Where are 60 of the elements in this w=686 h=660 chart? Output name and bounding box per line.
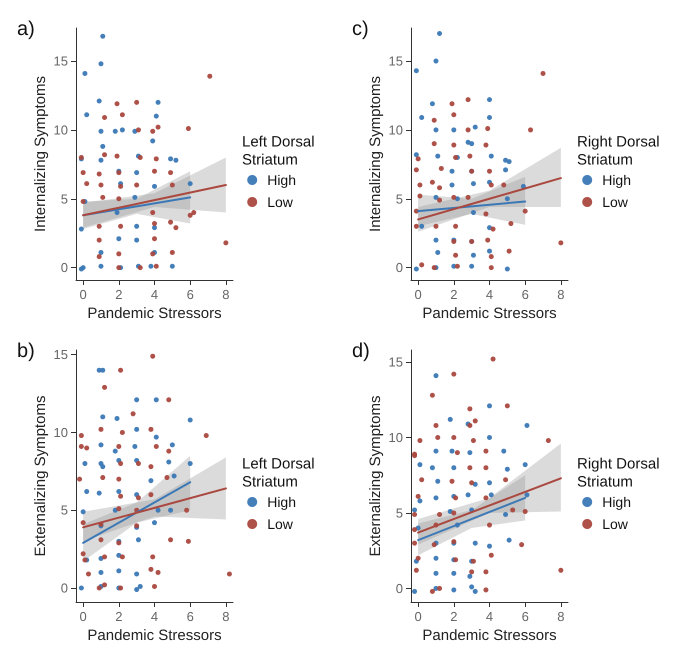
x-axis-title: Pandemic Stressors xyxy=(87,304,222,322)
chart-title: b) xyxy=(17,340,35,362)
x-tick-label: 6 xyxy=(186,609,194,624)
legend-label: Low xyxy=(267,516,294,532)
x-tick-label: 2 xyxy=(450,287,458,302)
y-tick-label: 0 xyxy=(60,260,68,276)
y-tick-label: 0 xyxy=(60,580,68,596)
x-tick-label: 8 xyxy=(222,287,230,302)
legend-label: High xyxy=(267,494,296,510)
y-tick-label: 5 xyxy=(396,191,403,206)
y-tick-label: 15 xyxy=(388,354,403,370)
x-tick-label: 4 xyxy=(150,609,158,624)
legend-title: Left Dorsal Striatum xyxy=(242,134,319,168)
legend-title: Right Dorsal Striatum xyxy=(577,456,664,490)
legend-title: Left Dorsal Striatum xyxy=(242,456,319,490)
x-tick-label: 0 xyxy=(414,287,422,302)
y-tick-label: 10 xyxy=(54,122,68,138)
x-tick-label: 2 xyxy=(115,609,122,624)
y-tick-label: 10 xyxy=(388,122,403,138)
y-tick-label: 5 xyxy=(60,502,68,518)
y-axis-title: Externalizing Symptoms xyxy=(367,396,384,556)
legend-label: High xyxy=(602,494,632,510)
x-tick-label: 8 xyxy=(557,287,564,302)
legend-label: Low xyxy=(602,194,629,210)
y-tick-label: 15 xyxy=(54,54,68,69)
legend-label: Low xyxy=(602,516,629,532)
x-tick-label: 0 xyxy=(80,287,87,302)
chart-title: a) xyxy=(17,18,35,40)
x-axis-title: Pandemic Stressors xyxy=(87,626,222,644)
y-axis-title: Externalizing Symptoms xyxy=(32,396,49,556)
x-tick-label: 2 xyxy=(115,287,122,302)
chart-title: c) xyxy=(352,18,369,40)
x-tick-label: 4 xyxy=(486,609,494,624)
legend-label: High xyxy=(267,172,296,188)
y-tick-label: 5 xyxy=(396,505,403,520)
legend-label: Low xyxy=(267,194,294,210)
x-tick-label: 6 xyxy=(522,287,529,302)
legend-title: Right Dorsal Striatum xyxy=(577,134,664,168)
x-tick-label: 2 xyxy=(450,609,458,624)
y-tick-label: 0 xyxy=(396,580,403,596)
legend-label: High xyxy=(602,172,632,188)
y-tick-label: 15 xyxy=(54,347,68,362)
y-axis-title: Internalizing Symptoms xyxy=(32,76,49,232)
y-tick-label: 0 xyxy=(396,260,403,276)
y-tick-label: 15 xyxy=(388,54,403,69)
y-tick-label: 10 xyxy=(388,430,403,446)
x-tick-label: 8 xyxy=(557,609,564,624)
x-tick-label: 0 xyxy=(80,609,87,624)
x-tick-label: 6 xyxy=(186,287,194,302)
x-axis-title: Pandemic Stressors xyxy=(422,626,557,644)
x-tick-label: 4 xyxy=(150,287,158,302)
y-tick-label: 5 xyxy=(60,191,68,206)
x-tick-label: 8 xyxy=(222,609,230,624)
y-tick-label: 10 xyxy=(54,424,68,440)
x-tick-label: 6 xyxy=(522,609,529,624)
x-tick-label: 4 xyxy=(486,287,494,302)
x-tick-label: 0 xyxy=(414,609,422,624)
chart-title: d) xyxy=(352,340,370,362)
y-axis-title: Internalizing Symptoms xyxy=(367,76,384,232)
x-axis-title: Pandemic Stressors xyxy=(422,304,557,322)
